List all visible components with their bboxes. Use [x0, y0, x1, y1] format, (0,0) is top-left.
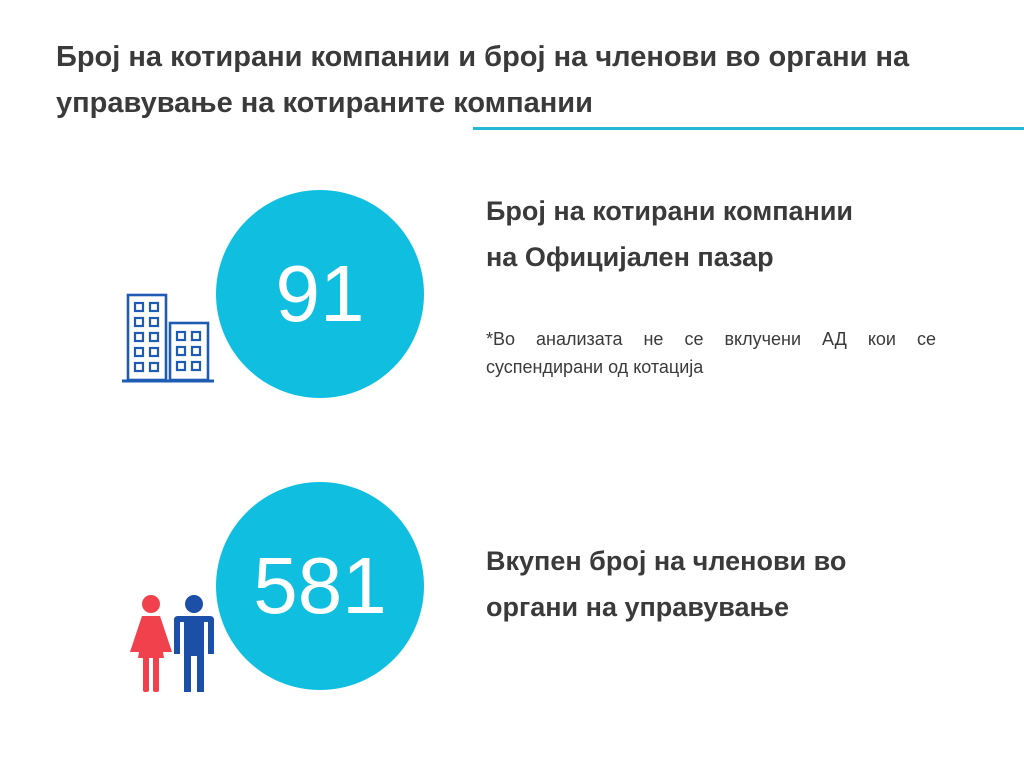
building-icon	[118, 290, 218, 389]
stat-caption-members: Вкупен број на членови во органи на упра…	[486, 546, 847, 622]
stat-circle-members: 581	[216, 482, 424, 690]
page-title: Број на котирани компании и број на член…	[56, 41, 910, 119]
stat-caption-companies: Број на котирани компании на Официјален …	[486, 196, 854, 272]
stat-circle-companies: 91	[216, 190, 424, 398]
stat-footnote: *Во анализата не се вклучени АД кои се с…	[486, 329, 936, 377]
title-underline	[473, 127, 1024, 130]
people-icon	[124, 592, 220, 701]
